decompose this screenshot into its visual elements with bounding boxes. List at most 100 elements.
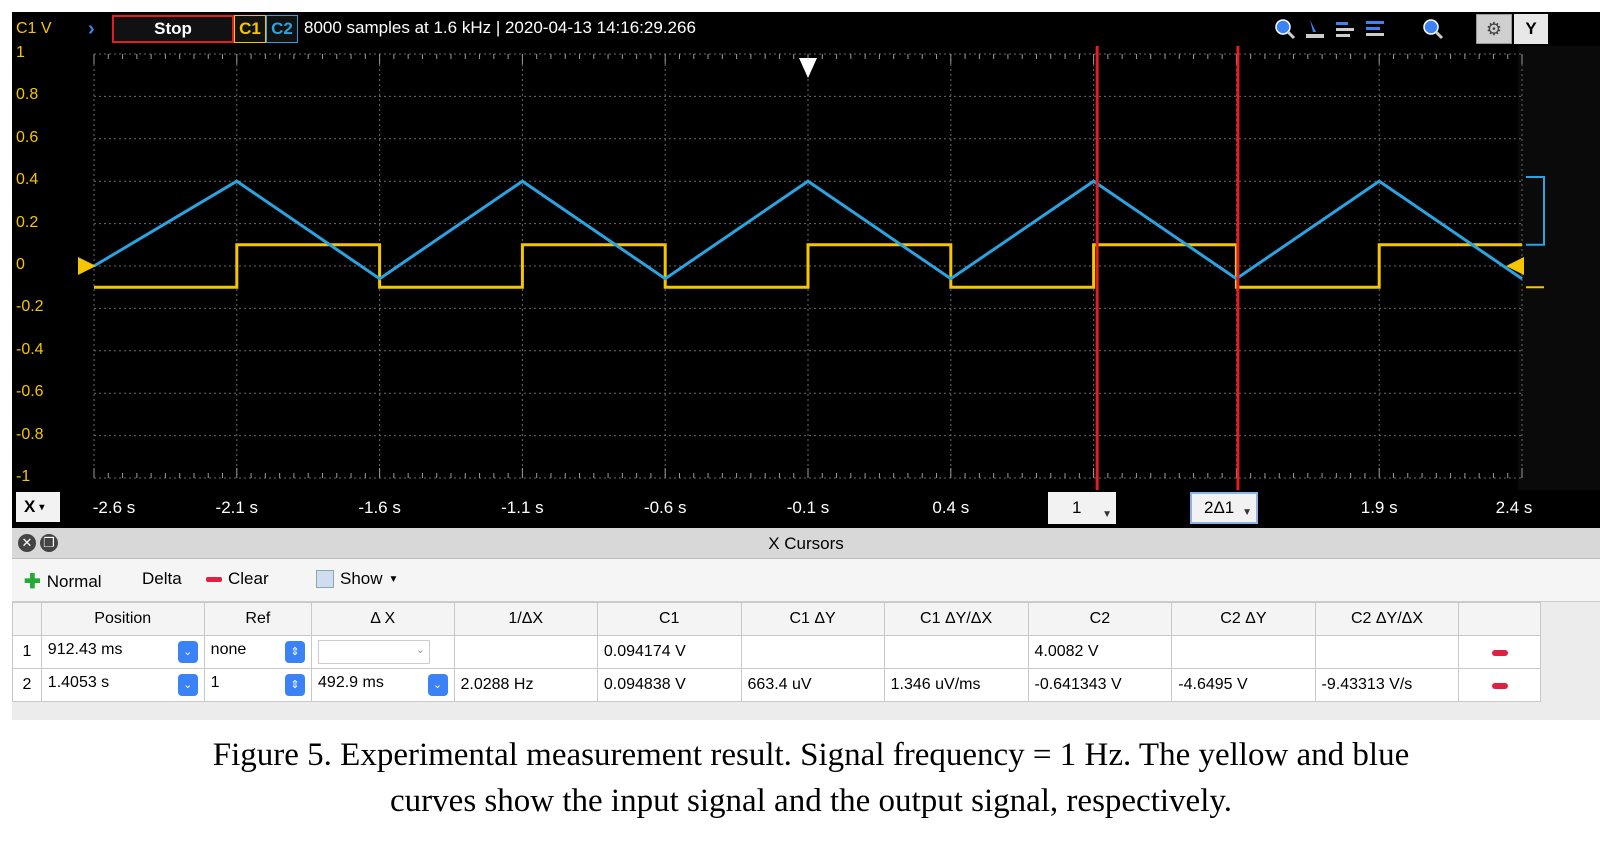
y-tick-label: 0.8 bbox=[16, 86, 39, 104]
x-tick-label: -1.1 s bbox=[501, 498, 544, 517]
cursor-table-wrap: Position Ref Δ X 1/ΔX C1 C1 ΔY C1 ΔY/ΔX … bbox=[12, 602, 1600, 702]
cursor-1-label: 1 bbox=[1072, 498, 1082, 517]
c2-dydx-cell: -9.43313 V/s bbox=[1314, 668, 1460, 702]
ref-value: 1 bbox=[210, 674, 220, 691]
y-axis-unit-label: C1 V bbox=[16, 20, 52, 37]
ch1-ground-marker-icon bbox=[78, 257, 96, 275]
caption-line-2: curves show the input signal and the out… bbox=[390, 783, 1232, 819]
panel-toolbar: ✚ Normal Delta Clear Show ▼ bbox=[12, 559, 1600, 602]
position-value: 912.43 ms bbox=[47, 641, 123, 658]
oscilloscope-view: C1 V › Stop C1 C2 8000 samples at 1.6 kH… bbox=[12, 12, 1600, 542]
c1-dy-cell: 663.4 uV bbox=[740, 668, 885, 702]
column-header[interactable]: 1/ΔX bbox=[453, 602, 598, 636]
chevron-down-icon[interactable]: ⌄ bbox=[427, 674, 448, 696]
ch2-level-bracket bbox=[1526, 175, 1545, 246]
plus-icon: ✚ bbox=[24, 571, 41, 593]
close-icon[interactable]: ✕ bbox=[18, 534, 36, 552]
c1-dydx-cell: 1.346 uV/ms bbox=[883, 668, 1029, 702]
stop-button[interactable]: Stop bbox=[112, 15, 234, 43]
position-cell[interactable]: 912.43 ms ⌄ bbox=[40, 635, 205, 669]
dx-value: 492.9 ms bbox=[318, 674, 384, 691]
ref-cell[interactable]: 1 ⇕ bbox=[203, 668, 313, 702]
show-label: Show bbox=[340, 569, 383, 588]
detach-icon[interactable]: ❐ bbox=[40, 534, 58, 552]
y-axis-button[interactable]: Y bbox=[1514, 14, 1548, 44]
y-tick-label: 0 bbox=[16, 256, 25, 273]
x-tick-label: -1.6 s bbox=[358, 498, 401, 517]
channel-2-button[interactable]: C2 bbox=[266, 15, 298, 43]
table-row[interactable]: 1 912.43 ms ⌄ none ⇕ ⌄ 0.094174 V 4.0082 V bbox=[12, 635, 1541, 669]
y-tick-label: 1 bbox=[16, 44, 25, 61]
list-bars-icon[interactable] bbox=[1364, 18, 1386, 40]
c2-dy-cell: -4.6495 V bbox=[1171, 668, 1316, 702]
dx-dropdown[interactable]: ⌄ bbox=[318, 640, 431, 664]
zoom-out-icon[interactable] bbox=[1422, 18, 1444, 40]
panel-title: X Cursors bbox=[768, 534, 844, 553]
x-axis-bar: X ▾ -2.6 s -2.1 s -1.6 s -1.1 s -0.6 s -0.1 s 0… bbox=[12, 490, 1600, 528]
row-num-header bbox=[12, 602, 42, 636]
ref-cell[interactable]: none ⇕ bbox=[203, 635, 313, 669]
remove-row-button[interactable] bbox=[1458, 668, 1541, 702]
y-tick-label: 0.2 bbox=[16, 213, 39, 231]
x-tick-label: -0.6 s bbox=[643, 498, 687, 517]
x-tick-label: -2.1 s bbox=[215, 498, 259, 517]
dx-cell[interactable]: 492.9 ms ⌄ bbox=[311, 668, 455, 702]
cursor-lines bbox=[1095, 46, 1240, 490]
chevron-down-icon[interactable]: ⌄ bbox=[177, 674, 198, 696]
column-header[interactable]: Ref bbox=[203, 602, 313, 636]
column-header[interactable]: Δ X bbox=[311, 602, 455, 636]
plot-area[interactable] bbox=[12, 46, 1600, 490]
position-cell[interactable]: 1.4053 s ⌄ bbox=[40, 668, 205, 702]
table-header-row: Position Ref Δ X 1/ΔX C1 C1 ΔY C1 ΔY/ΔX … bbox=[12, 602, 1541, 636]
chevron-down-icon[interactable]: ⌄ bbox=[177, 641, 198, 663]
c1-dydx-cell bbox=[883, 635, 1029, 669]
column-header[interactable]: Position bbox=[40, 602, 205, 636]
cursor-1-dropdown[interactable]: 1 ▼ bbox=[1048, 492, 1116, 524]
remove-icon bbox=[1491, 683, 1508, 689]
x-tick-label: -2.6 s bbox=[92, 498, 136, 517]
column-header[interactable]: C1 ΔY bbox=[740, 602, 885, 636]
cursor-tool-icon[interactable] bbox=[1304, 18, 1326, 40]
row-number: 1 bbox=[12, 635, 42, 669]
clear-label: Clear bbox=[228, 569, 269, 588]
cursor-2-dropdown[interactable]: 2Δ1 ▼ bbox=[1190, 492, 1258, 524]
acquisition-info: 8000 samples at 1.6 kHz | 2020-04-13 14:… bbox=[304, 18, 696, 37]
dx-cell[interactable]: ⌄ bbox=[311, 635, 455, 669]
remove-icon bbox=[1491, 650, 1508, 656]
settings-gear-icon[interactable]: ⚙ bbox=[1476, 14, 1512, 44]
chevron-down-icon: ▼ bbox=[388, 573, 399, 585]
delta-button[interactable]: Delta bbox=[142, 569, 182, 589]
c2-dy-cell bbox=[1171, 635, 1316, 669]
column-header[interactable]: C2 bbox=[1027, 602, 1173, 636]
clear-button[interactable]: Clear bbox=[206, 569, 269, 589]
c1-dy-cell bbox=[740, 635, 885, 669]
list-icon bbox=[316, 570, 334, 588]
x-tick-label: 0.4 s bbox=[932, 498, 970, 517]
zoom-in-icon[interactable] bbox=[1274, 18, 1296, 40]
normal-button[interactable]: ✚ Normal bbox=[24, 569, 102, 594]
remove-row-button[interactable] bbox=[1458, 635, 1541, 669]
chevron-down-icon: ▼ bbox=[1242, 507, 1252, 518]
column-header[interactable]: C2 ΔY bbox=[1171, 602, 1316, 636]
show-button[interactable]: Show ▼ bbox=[316, 569, 398, 589]
cursor-2-label: 2Δ1 bbox=[1204, 498, 1235, 517]
normal-label: Normal bbox=[46, 571, 102, 591]
channel-1-button[interactable]: C1 bbox=[234, 15, 266, 43]
x-cursors-panel: ✕ ❐ X Cursors ✚ Normal Delta Clear Show … bbox=[12, 528, 1600, 720]
stepper-icon[interactable]: ⇕ bbox=[285, 641, 306, 663]
y-tick-label: -0.2 bbox=[16, 298, 44, 316]
align-bars-icon[interactable] bbox=[1334, 18, 1356, 40]
stepper-icon[interactable]: ⇕ bbox=[285, 674, 306, 696]
x-axis-button[interactable]: X ▾ bbox=[16, 492, 60, 522]
trace-markers bbox=[78, 58, 1545, 289]
column-header[interactable]: C1 bbox=[596, 602, 742, 636]
figure-caption: Figure 5. Experimental measurement resul… bbox=[0, 732, 1622, 824]
y-tick-label: -1 bbox=[16, 468, 31, 485]
c2-trace bbox=[93, 179, 1523, 281]
run-arrow-icon[interactable]: › bbox=[88, 18, 95, 40]
x-tick-label: 1.9 s bbox=[1360, 498, 1398, 517]
table-row[interactable]: 2 1.4053 s ⌄ 1 ⇕ 492.9 ms ⌄ 2.0288 Hz 0.094… bbox=[12, 668, 1541, 702]
column-header[interactable]: C2 ΔY/ΔX bbox=[1314, 602, 1460, 636]
delta-label: Delta bbox=[142, 569, 182, 588]
column-header[interactable]: C1 ΔY/ΔX bbox=[883, 602, 1029, 636]
